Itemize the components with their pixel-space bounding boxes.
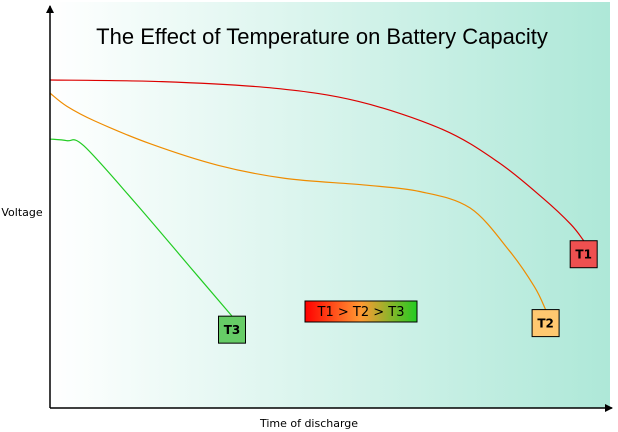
series-label-t1: T1 xyxy=(569,240,598,269)
series-label-box-t3 xyxy=(218,315,246,344)
series-layer xyxy=(49,79,585,317)
plot-background xyxy=(50,2,610,408)
series-label-t2: T2 xyxy=(531,309,560,338)
legend: T1 > T2 > T3 xyxy=(304,300,418,323)
series-label-box-t1 xyxy=(569,240,598,269)
series-label-text-t1: T1 xyxy=(575,248,592,262)
series-labels: T1 T2 T3 xyxy=(218,240,598,344)
legend-text: T1 > T2 > T3 xyxy=(317,305,405,320)
x-axis-label: Time of discharge xyxy=(259,417,358,430)
series-label-t3: T3 xyxy=(218,315,246,344)
series-label-text-t3: T3 xyxy=(224,323,241,337)
series-label-box-t2 xyxy=(531,309,560,338)
legend-box xyxy=(304,300,418,323)
series-line-t1 xyxy=(49,79,585,242)
y-axis-label: Voltage xyxy=(1,206,42,219)
series-label-text-t2: T2 xyxy=(537,317,554,331)
chart-title: The Effect of Temperature on Battery Cap… xyxy=(96,24,548,49)
series-line-t2 xyxy=(49,92,547,310)
series-line-t3 xyxy=(49,138,233,317)
